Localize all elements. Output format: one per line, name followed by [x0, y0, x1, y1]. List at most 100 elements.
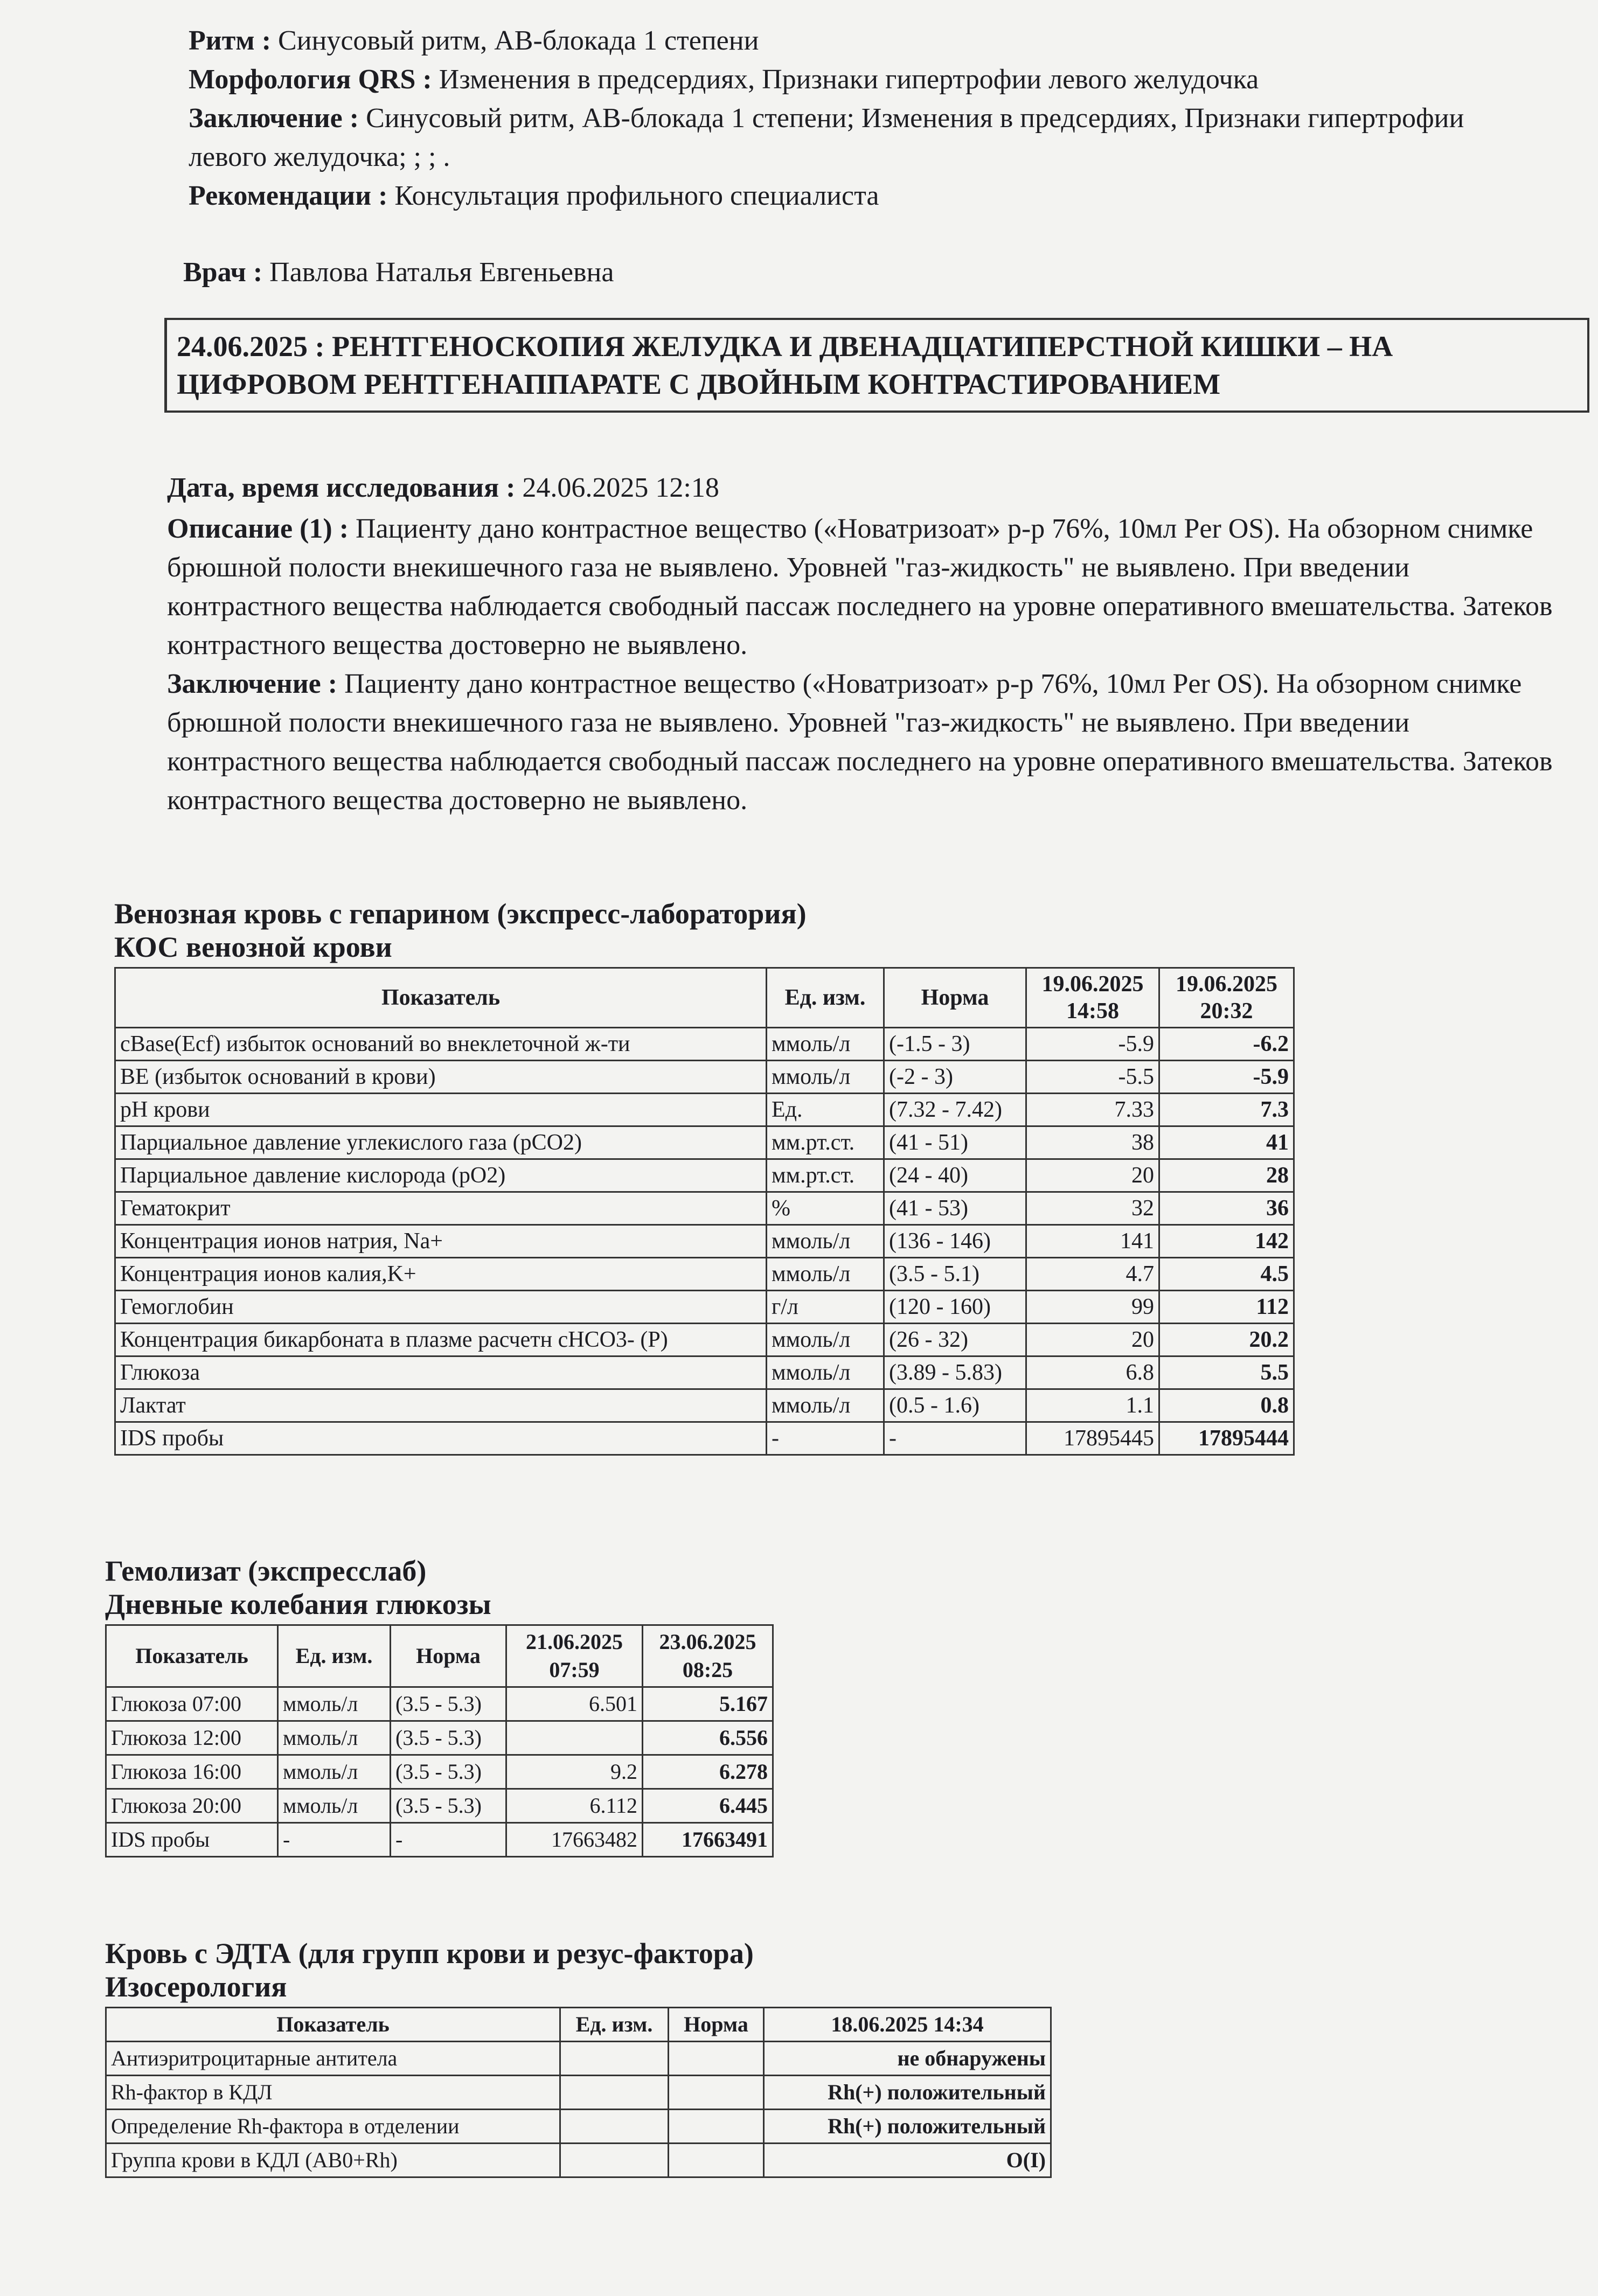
field: Дата, время исследования : 24.06.2025 12… [167, 469, 1568, 507]
lab-section: Кровь с ЭДТА (для групп крови и резус-фа… [105, 1937, 1052, 2178]
table-row: Парциальное давление кислорода (pO2) мм.р… [114, 1158, 1295, 1193]
table-cell [668, 2142, 765, 2178]
field-label: Ритм : [189, 25, 272, 56]
table-cell: ммоль/л [277, 1720, 391, 1756]
table-cell: ммоль/л [766, 1323, 885, 1357]
table-cell: 4.7 [1025, 1257, 1160, 1291]
header-cell: 18.06.2025 14:34 [763, 2007, 1052, 2042]
header-cell: Показатель [114, 967, 767, 1028]
table-cell: (3.5 - 5.3) [390, 1754, 507, 1790]
header-cell: Норма [390, 1624, 507, 1688]
table-row: Глюкоза 12:00 ммоль/л (3.5 - 5.3) 6.556 [105, 1720, 774, 1756]
table-cell: % [766, 1191, 885, 1226]
field-label: Врач : [183, 257, 263, 288]
section-heading: Дневные колебания глюкозы [105, 1588, 491, 1620]
table-cell: (41 - 51) [883, 1125, 1027, 1160]
table-cell: 6.8 [1025, 1355, 1160, 1390]
table-row: Глюкоза 07:00 ммоль/л (3.5 - 5.3) 6.501 5.16… [105, 1686, 774, 1722]
table-cell: 112 [1158, 1290, 1295, 1324]
table-row: Концентрация ионов натрия, Na+ ммоль/л (13… [114, 1224, 1295, 1258]
table-cell: ммоль/л [277, 1686, 391, 1722]
table-cell: 6.278 [642, 1754, 774, 1790]
table-row: Определение Rh-фактора в отделении Rh(+) … [105, 2109, 1052, 2144]
xray-section: Дата, время исследования : 24.06.2025 12… [167, 469, 1568, 820]
field-value: Синусовый ритм, АВ-блокада 1 степени [278, 25, 759, 56]
table-cell: 6.112 [505, 1788, 643, 1824]
table-cell: (120 - 160) [883, 1290, 1027, 1324]
table-cell: Ед. [766, 1093, 885, 1127]
section-heading: Венозная кровь с гепарином (экспресс-лаб… [114, 897, 807, 930]
table-cell: 141 [1025, 1224, 1160, 1258]
field-label: Рекомендации : [189, 180, 388, 211]
field: Ритм : Синусовый ритм, АВ-блокада 1 степ… [189, 22, 1536, 60]
table-cell: O(I) [763, 2142, 1052, 2178]
field-label: Дата, время исследования : [167, 472, 516, 503]
table-cell: cBase(Ecf) избыток оснований во внеклето… [114, 1027, 767, 1061]
table-row: Парциальное давление углекислого газа (p… [114, 1125, 1295, 1160]
table-cell: Концентрация ионов натрия, Na+ [114, 1224, 767, 1258]
table-row: BE (избыток оснований в крови) ммоль/л (-2… [114, 1060, 1295, 1094]
field: Рекомендации : Консультация профильного … [189, 177, 1536, 215]
table-cell: - [766, 1421, 885, 1456]
table-cell: Гемоглобин [114, 1290, 767, 1324]
table-cell: Гематокрит [114, 1191, 767, 1226]
table-cell: IDS пробы [114, 1421, 767, 1456]
header-cell: 23.06.2025 08:25 [642, 1624, 774, 1688]
table-cell: ммоль/л [766, 1388, 885, 1423]
table-cell: (24 - 40) [883, 1158, 1027, 1193]
table-cell: 32 [1025, 1191, 1160, 1226]
table-cell: (3.5 - 5.1) [883, 1257, 1027, 1291]
table-row: Концентрация ионов калия,K+ ммоль/л (3.5 -… [114, 1257, 1295, 1291]
table-cell: ммоль/л [766, 1224, 885, 1258]
section-heading: Изосерология [105, 1971, 287, 2003]
field-label: Заключение : [189, 103, 359, 134]
table-cell: 5.167 [642, 1686, 774, 1722]
header-cell: Ед. изм. [559, 2007, 669, 2042]
table-cell: ммоль/л [766, 1060, 885, 1094]
table-cell: (26 - 32) [883, 1323, 1027, 1357]
table-cell: Концентрация ионов калия,K+ [114, 1257, 767, 1291]
table-cell: 20.2 [1158, 1323, 1295, 1357]
table-cell: Группа крови в КДЛ (АВ0+Rh) [105, 2142, 561, 2178]
field-value: Павлова Наталья Евгеньевна [269, 257, 614, 288]
table-row: IDS пробы - -17663482 17663491 [105, 1822, 774, 1857]
table-cell: (-1.5 - 3) [883, 1027, 1027, 1061]
header-row: Показатель Ед. изм. Норма 18.06.2025 14:34 [105, 2007, 1052, 2042]
table-cell: (3.5 - 5.3) [390, 1720, 507, 1756]
table-cell: - [277, 1822, 391, 1857]
table-cell: Rh(+) положительный [763, 2075, 1052, 2110]
table-cell: 17663491 [642, 1822, 774, 1857]
table-cell: 41 [1158, 1125, 1295, 1160]
field-label: Заключение : [167, 669, 338, 699]
table-cell: 20 [1025, 1158, 1160, 1193]
table-cell: -5.9 [1025, 1027, 1160, 1061]
table-cell: 28 [1158, 1158, 1295, 1193]
lab-table: Показатель Ед. изм. Норма 18.06.2025 14:34 А… [105, 2007, 1052, 2178]
table-cell: 5.5 [1158, 1355, 1295, 1390]
table-cell: -5.5 [1025, 1060, 1160, 1094]
field-value: Консультация профильного специалиста [394, 180, 879, 211]
table-cell: Лактат [114, 1388, 767, 1423]
table-row: Rh-фактор в КДЛ Rh(+) положительный [105, 2075, 1052, 2110]
table-cell: (3.5 - 5.3) [390, 1788, 507, 1824]
table-cell: BE (избыток оснований в крови) [114, 1060, 767, 1094]
header-cell: 19.06.2025 20:32 [1158, 967, 1295, 1028]
table-row: pH крови Ед. (7.32 - 7.42) 7.33 7.3 [114, 1093, 1295, 1127]
table-cell: (136 - 146) [883, 1224, 1027, 1258]
table-row: Гемоглобин г/л (120 - 160) 99 112 [114, 1290, 1295, 1324]
table-row: IDS пробы - -17895445 17895444 [114, 1421, 1295, 1456]
table-cell: (3.89 - 5.83) [883, 1355, 1027, 1390]
section-heading: КОС венозной крови [114, 931, 392, 963]
table-cell: ммоль/л [277, 1754, 391, 1790]
table-cell: ммоль/л [766, 1257, 885, 1291]
table-cell: Глюкоза [114, 1355, 767, 1390]
table-cell: IDS пробы [105, 1822, 279, 1857]
table-cell: Rh-фактор в КДЛ [105, 2075, 561, 2110]
section-heading: Кровь с ЭДТА (для групп крови и резус-фа… [105, 1937, 754, 1970]
table-cell: не обнаружены [763, 2041, 1052, 2076]
field-label: Описание (1) : [167, 513, 349, 544]
table-row: Группа крови в КДЛ (АВ0+Rh) O(I) [105, 2142, 1052, 2178]
table-cell: 6.556 [642, 1720, 774, 1756]
field: Заключение : Синусовый ритм, АВ-блокада … [189, 99, 1536, 177]
